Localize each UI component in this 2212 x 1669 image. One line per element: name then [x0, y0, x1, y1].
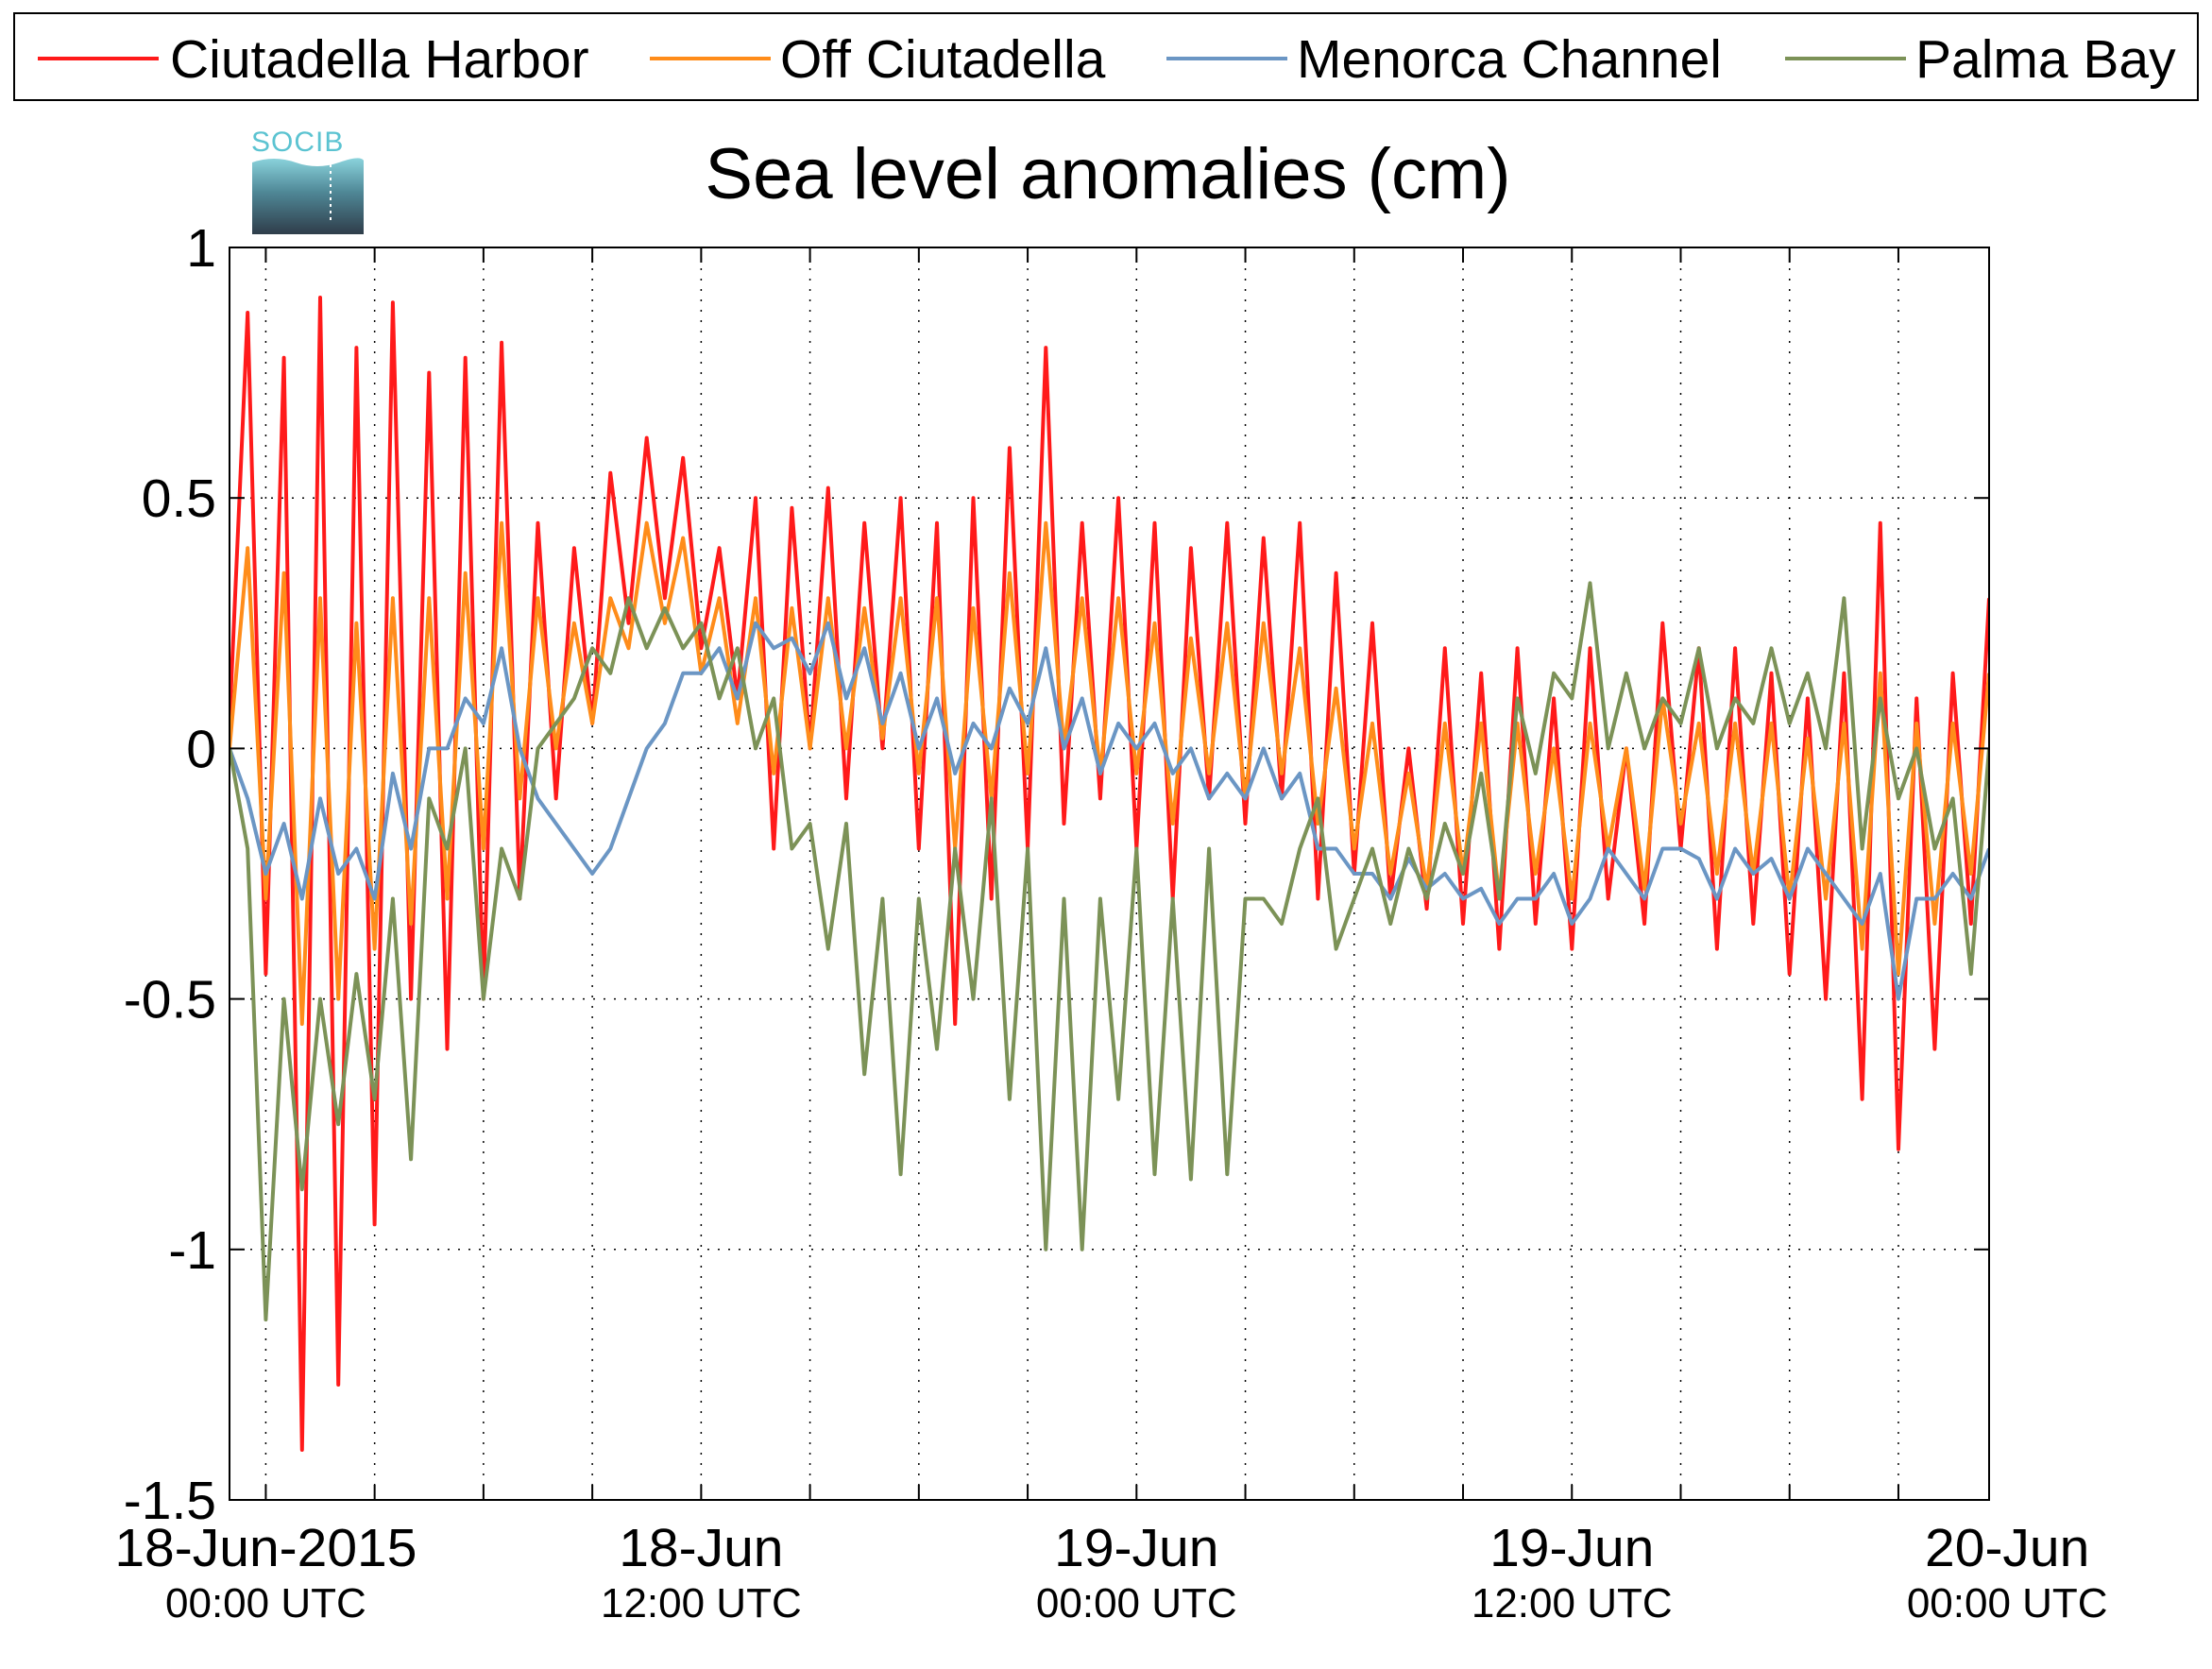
y-tick-labels: 1 0.5 0 -0.5 -1 -1.5	[124, 218, 216, 1531]
y-tick-label-4: -1	[168, 1220, 216, 1281]
legend-label-palma-bay: Palma Bay	[1915, 29, 2176, 90]
x-tick-sublabel-3: 12:00 UTC	[1472, 1580, 1673, 1626]
legend-label-ciutadella-harbor: Ciutadella Harbor	[170, 29, 589, 90]
socib-logo: SOCIB	[251, 127, 364, 234]
x-tick-sublabel-0: 00:00 UTC	[165, 1580, 366, 1626]
y-tick-label-0: 1	[186, 218, 216, 279]
x-tick-label-0: 18-Jun-2015	[114, 1518, 417, 1578]
y-tick-label-5: -1.5	[124, 1471, 216, 1531]
logo-text: SOCIB	[251, 127, 344, 158]
y-tick-label-1: 0.5	[142, 468, 216, 529]
x-tick-label-2: 19-Jun	[1054, 1518, 1218, 1578]
series-line-palma-bay	[230, 581, 1989, 1322]
x-tick-label-4: 20-Jun	[1925, 1518, 2089, 1578]
series-lines	[230, 296, 1989, 1452]
x-tick-sublabel-1: 12:00 UTC	[601, 1580, 802, 1626]
series-line-menorca-channel	[230, 621, 1989, 1001]
x-tick-sublabel-2: 00:00 UTC	[1036, 1580, 1237, 1626]
y-tick-label-3: -0.5	[124, 970, 216, 1030]
plot-frame	[229, 247, 1990, 1501]
chart-title: Sea level anomalies (cm)	[705, 134, 1510, 214]
legend: Ciutadella Harbor Off Ciutadella Menorca…	[13, 12, 2199, 101]
legend-label-menorca-channel: Menorca Channel	[1297, 29, 1722, 90]
x-tick-label-3: 19-Jun	[1489, 1518, 1654, 1578]
y-tick-label-2: 0	[186, 719, 216, 779]
series-line-off-ciutadella	[230, 520, 1989, 1027]
x-tick-label-1: 18-Jun	[619, 1518, 783, 1578]
series-line-ciutadella-harbor	[230, 296, 1989, 1452]
legend-label-off-ciutadella: Off Ciutadella	[780, 29, 1106, 90]
x-tick-sublabel-4: 00:00 UTC	[1907, 1580, 2108, 1626]
tick-marks	[230, 247, 1989, 1501]
